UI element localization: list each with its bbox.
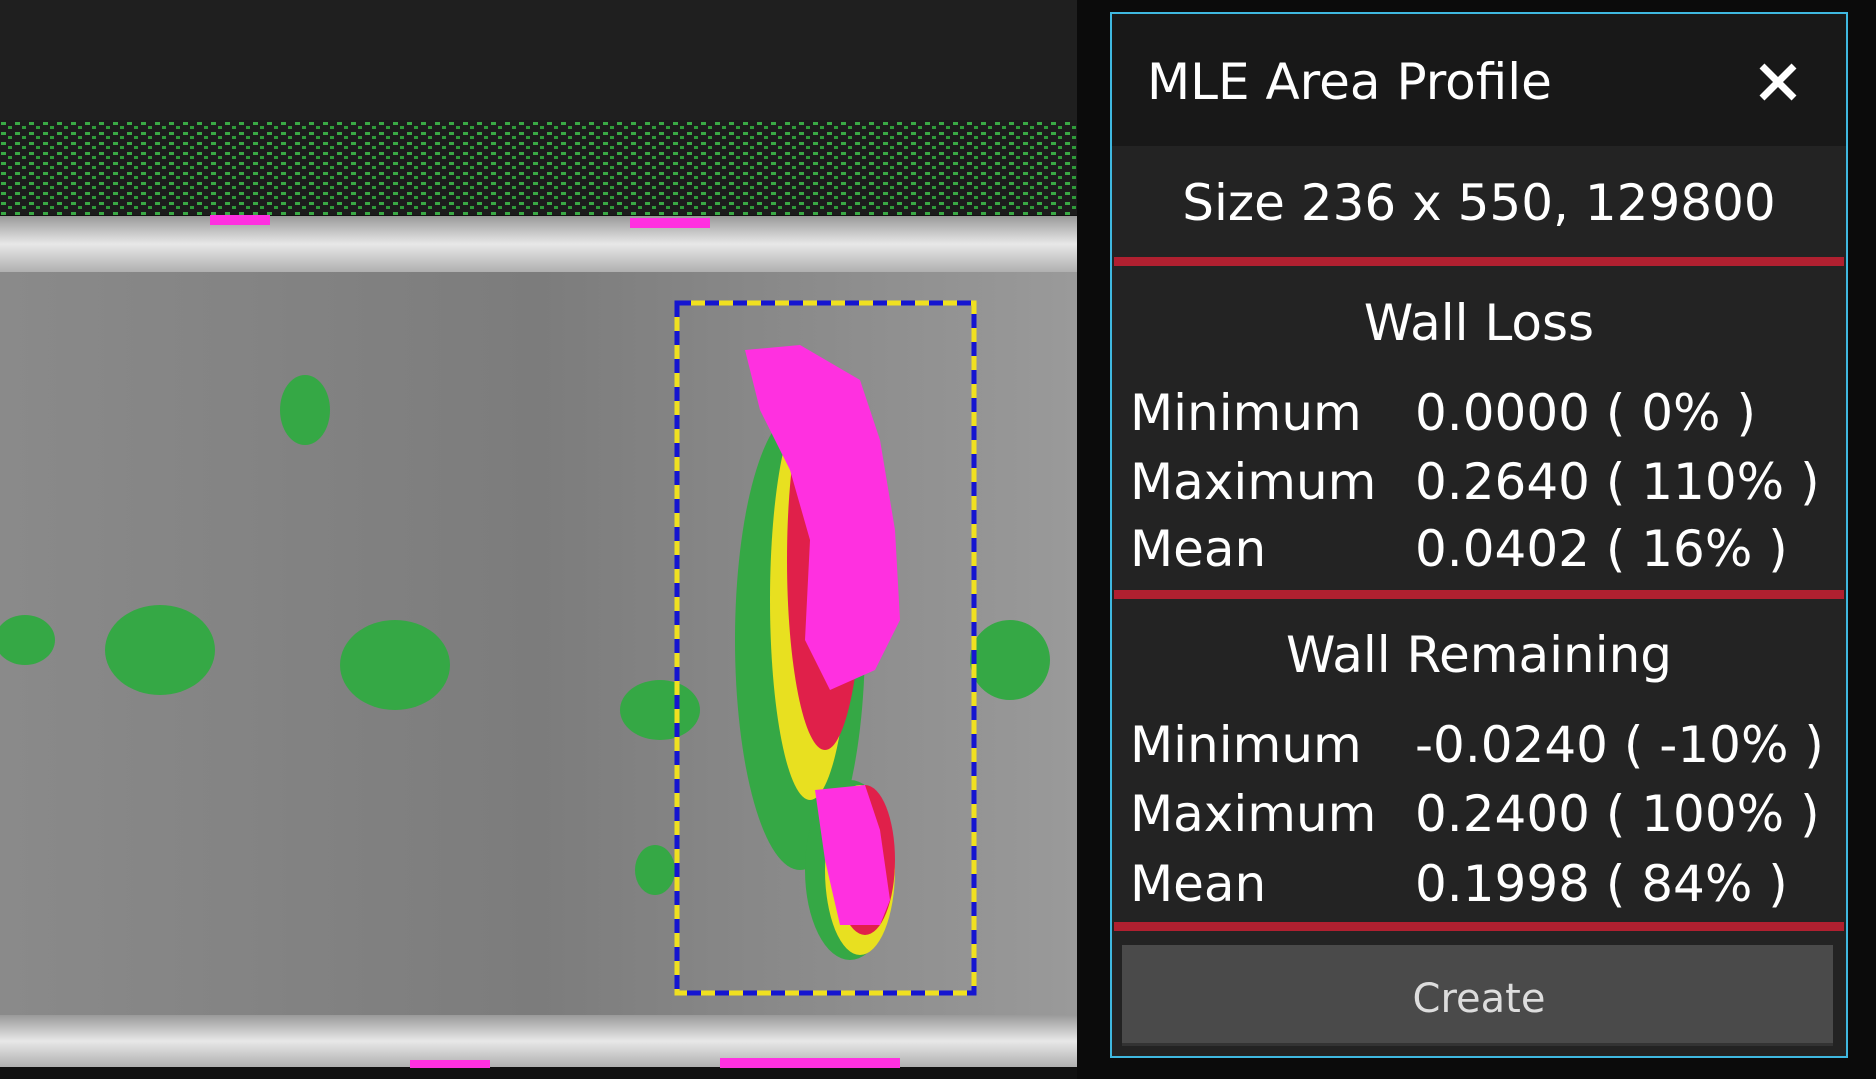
divider (1114, 257, 1844, 266)
title-bar (1112, 14, 1846, 146)
stat-value: 0.1998 ( 84% ) (1415, 855, 1788, 913)
stat-label: Maximum (1130, 453, 1377, 511)
stat-label: Mean (1130, 520, 1267, 578)
stat-value: 0.2400 ( 100% ) (1415, 785, 1820, 843)
create-button[interactable] (1122, 945, 1833, 1046)
stat-label: Minimum (1130, 716, 1362, 774)
divider (1114, 590, 1844, 599)
section-heading: Wall Remaining (1285, 626, 1673, 684)
stat-value: 0.0402 ( 16% ) (1415, 520, 1788, 578)
stat-value: 0.2640 ( 110% ) (1415, 453, 1820, 511)
close-button[interactable] (1758, 62, 1798, 102)
panel-title: MLE Area Profile (1147, 53, 1552, 111)
radiograph (0, 0, 1077, 1068)
stat-label: Mean (1130, 855, 1267, 913)
stat-value: -0.0240 ( -10% ) (1415, 716, 1824, 774)
size-info: Size 236 x 550, 129800 (1182, 174, 1776, 232)
stat-label: Maximum (1130, 785, 1377, 843)
stat-label: Minimum (1130, 384, 1362, 442)
section-heading: Wall Loss (1363, 294, 1595, 352)
divider (1114, 922, 1844, 931)
button-label: Create (1412, 976, 1546, 1022)
stat-value: 0.0000 ( 0% ) (1415, 384, 1756, 442)
panel (1110, 12, 1848, 1058)
